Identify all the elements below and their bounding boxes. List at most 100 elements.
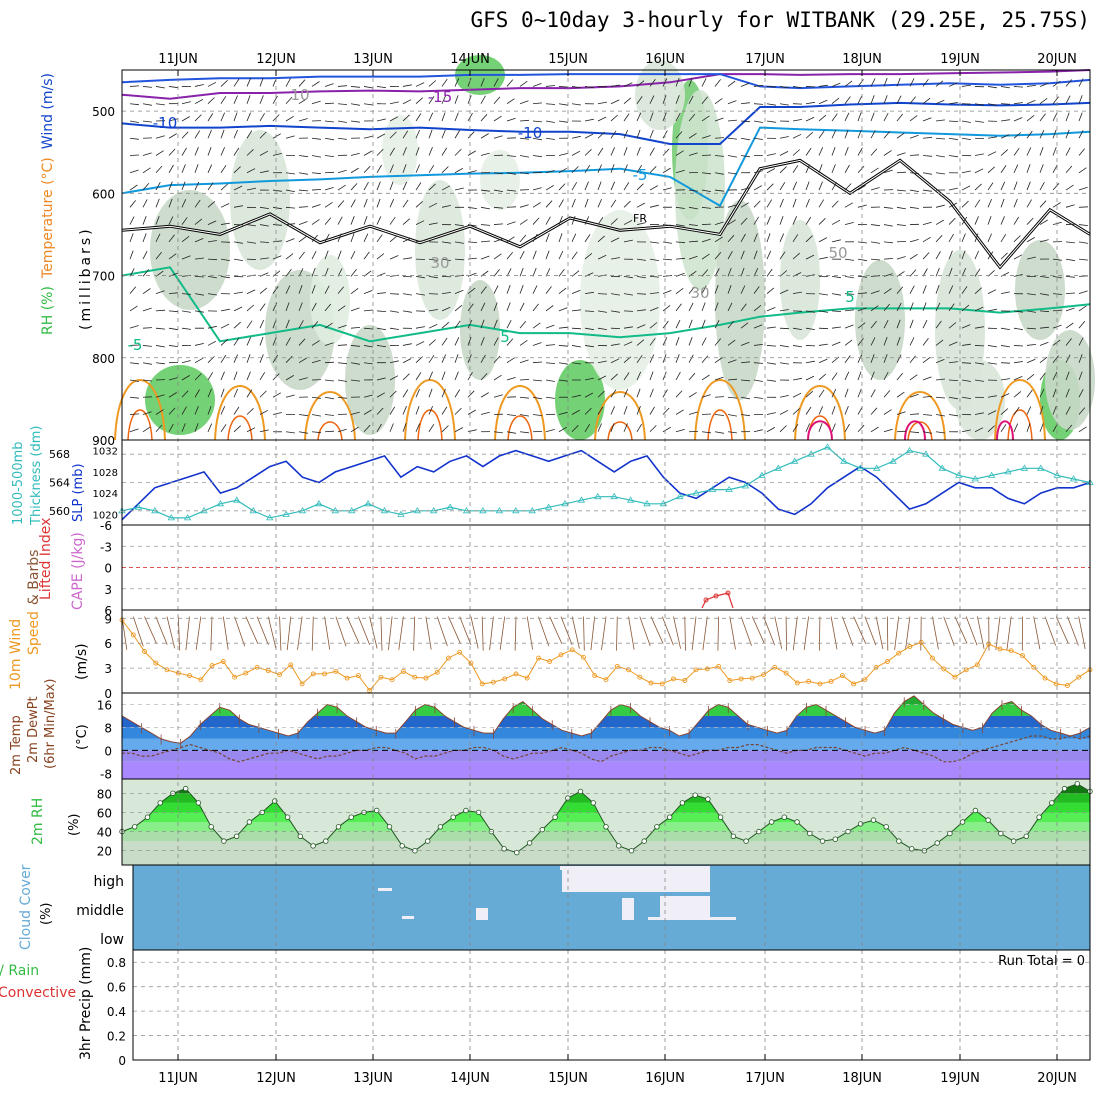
wind-barb	[701, 374, 710, 381]
wind10-barb	[954, 616, 968, 644]
wind10-marker	[457, 649, 463, 655]
wind-barb	[870, 426, 879, 433]
y-axis-label-li: Lifted Index	[38, 518, 54, 600]
wind-barb	[467, 287, 476, 294]
wind-barb	[948, 267, 953, 277]
wind-barb	[571, 289, 581, 295]
wind10-barb	[324, 616, 331, 650]
wind-barb	[363, 150, 373, 156]
wind-barb	[740, 414, 750, 417]
wind10-barb	[661, 616, 674, 646]
wind-barb	[740, 233, 746, 243]
wind-barb	[948, 396, 958, 400]
wind-barb	[610, 257, 620, 260]
wind-barb	[129, 233, 134, 242]
wind-barb	[922, 376, 932, 381]
x-tick-label-bottom: 17JUN	[745, 1071, 785, 1086]
wind-barb	[844, 202, 854, 208]
wind-barb	[519, 414, 529, 417]
wind-barb	[493, 172, 503, 175]
wind-barb	[415, 326, 425, 329]
x-tick-label-top: 18JUN	[842, 52, 882, 67]
wind-barb	[1026, 181, 1031, 191]
wind10-barb	[702, 616, 708, 650]
wind-barb	[454, 168, 463, 174]
wind-barb	[168, 133, 177, 139]
wind-barb	[363, 251, 370, 260]
wind10-marker	[434, 669, 440, 675]
wind-barb	[428, 324, 438, 329]
wind-barb	[1052, 309, 1063, 312]
wind-barb	[181, 360, 191, 364]
wind-barb	[246, 337, 252, 346]
wind-barb	[636, 371, 642, 381]
wind-barb	[974, 233, 979, 242]
wind-barb	[480, 336, 485, 346]
wind-barb	[246, 289, 256, 295]
wind10-marker	[220, 659, 226, 664]
wind-barb	[649, 371, 654, 381]
wind-barb	[272, 133, 282, 139]
wind-barb	[324, 250, 329, 260]
wind-barb	[1039, 219, 1048, 225]
wind-barb	[155, 362, 165, 365]
wind-barb	[350, 167, 359, 174]
wind-barb	[701, 238, 711, 243]
wind-barb	[1039, 146, 1044, 156]
wind10-barb	[673, 616, 681, 649]
wind-barb	[207, 201, 216, 208]
wind-barb	[532, 217, 540, 225]
wind10-barb	[590, 616, 596, 651]
wind-barb	[974, 199, 981, 208]
wind-barb	[727, 320, 734, 329]
wind-barb	[961, 286, 968, 294]
wind-barb	[168, 423, 174, 432]
wind-barb	[207, 97, 215, 105]
y-tick-label: 80	[97, 787, 112, 801]
wind10-barb	[751, 616, 765, 644]
wind-barb	[402, 164, 407, 173]
wind-barb	[1039, 372, 1046, 381]
temp-contour-15	[317, 421, 343, 441]
wind-barb	[675, 131, 683, 139]
wind-barb	[350, 152, 360, 156]
y-axis-label-thickness: 1000-500mb Thickness (dm)	[11, 426, 44, 526]
wind-barb	[181, 147, 187, 156]
wind-barb	[792, 377, 802, 381]
wind-barb	[129, 137, 139, 140]
wind10-marker	[952, 674, 958, 680]
wind-barb	[909, 413, 920, 415]
wind-barb	[350, 411, 360, 415]
rh-marker	[1074, 781, 1080, 787]
wind-barb	[636, 324, 646, 329]
wind-barb	[519, 137, 529, 140]
wind-barb	[1039, 310, 1050, 313]
wind-barb	[675, 95, 680, 104]
wind-barb	[805, 131, 814, 139]
wind-barb	[441, 292, 451, 295]
wind-barb	[805, 390, 813, 398]
y-axis-label-units: (millibars)	[78, 226, 94, 330]
wind-barb	[220, 80, 228, 87]
wind-barb	[480, 114, 488, 122]
wind-barb	[909, 154, 920, 156]
wind-barb	[597, 235, 605, 243]
wind10-barb	[448, 616, 461, 644]
wind10-barb	[245, 616, 259, 644]
wind-barb	[922, 155, 933, 157]
thickness-marker	[315, 500, 323, 507]
wind-barb	[545, 268, 551, 277]
wind-barb	[337, 324, 347, 329]
wind-barb	[571, 135, 581, 139]
wind10-marker	[592, 673, 598, 679]
wind10-marker	[299, 681, 305, 687]
wind-barb	[649, 322, 658, 329]
wind-barb	[597, 375, 607, 381]
wind-barb	[818, 310, 828, 313]
wind-barb	[1013, 406, 1020, 415]
wind-barb	[428, 112, 434, 122]
wind-barb	[259, 77, 264, 87]
wind-barb	[857, 79, 864, 87]
wind-barb	[571, 327, 582, 330]
wind-barb	[610, 114, 618, 122]
